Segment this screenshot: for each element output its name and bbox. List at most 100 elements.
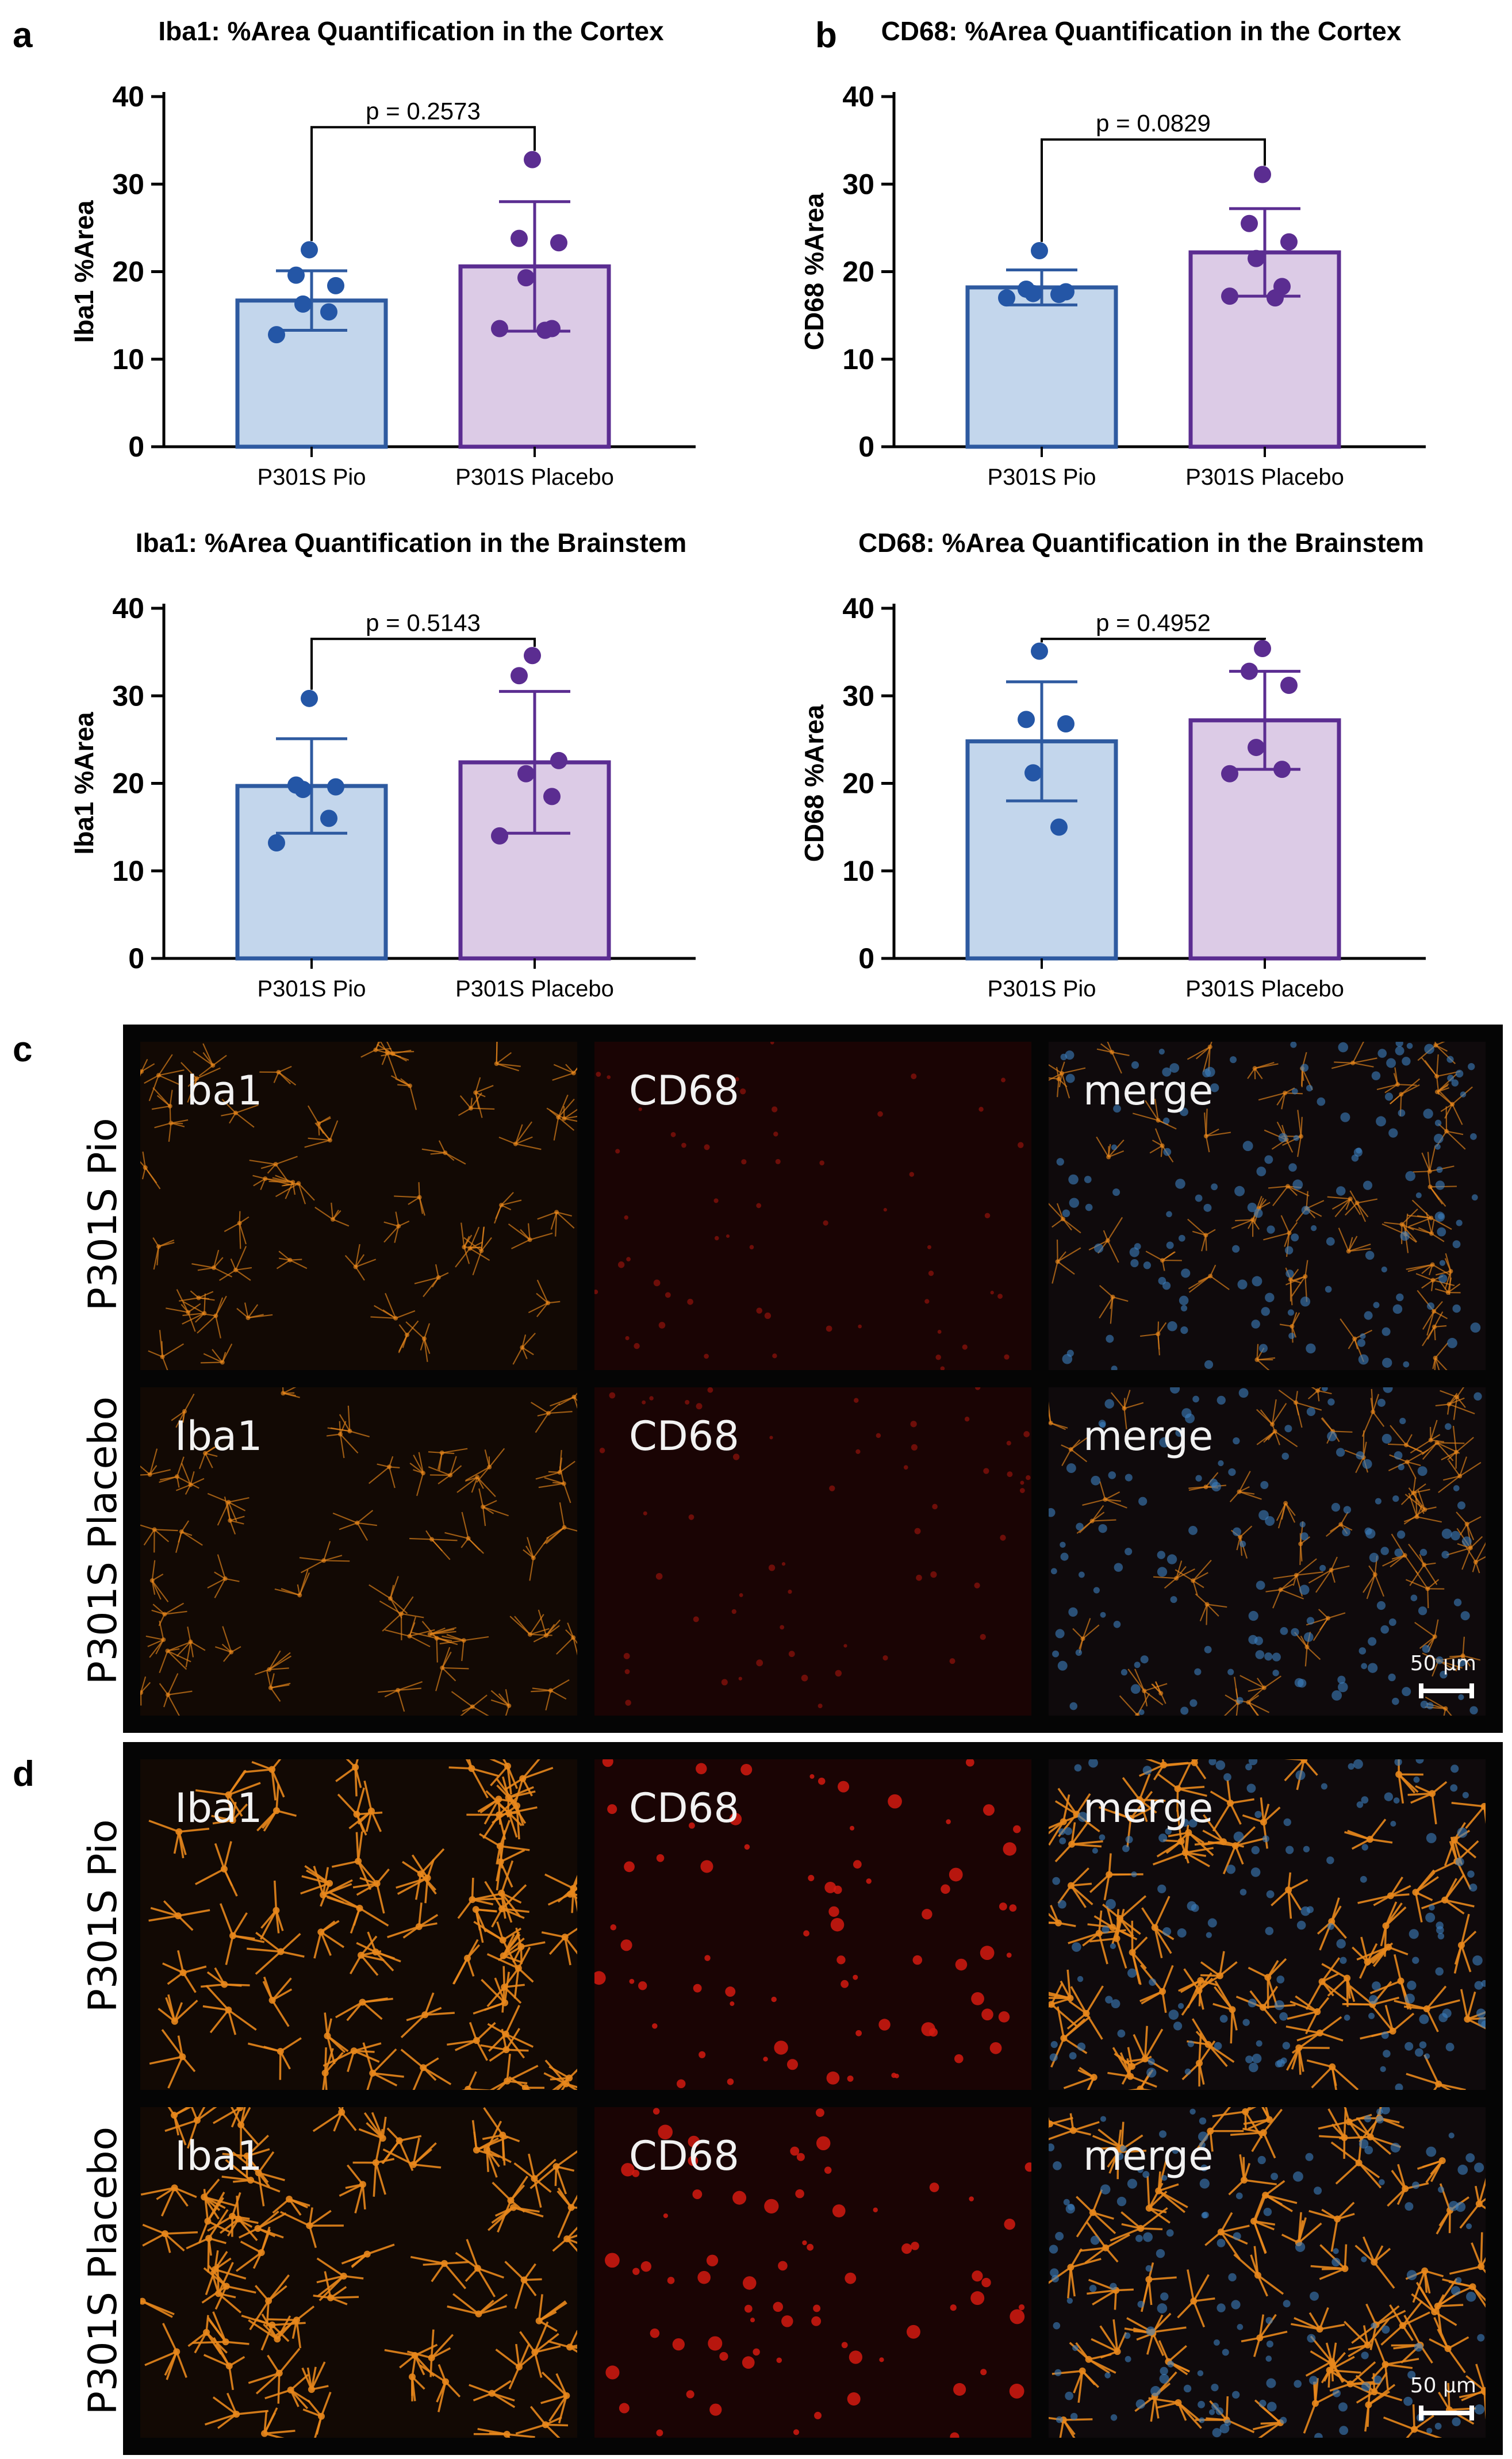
process-line (1365, 2303, 1377, 2326)
cell-mark (439, 1633, 489, 1662)
process-line (267, 2354, 281, 2374)
cell-mark (400, 1992, 455, 2038)
cell-body (1316, 2326, 1323, 2333)
process-line (1119, 1917, 1134, 1938)
cell-body (650, 2328, 660, 2338)
cell-mark (853, 1860, 862, 1869)
channel-label: CD68 (629, 1785, 739, 1832)
cell-body (1127, 1814, 1134, 1822)
cell-mark (1076, 1505, 1116, 1534)
process-line (155, 1639, 164, 1655)
process-line (386, 1052, 397, 1079)
cell-body (1195, 1987, 1203, 1994)
process-line (1398, 1774, 1419, 1793)
process-line (1049, 2266, 1072, 2284)
cell-mark (980, 1634, 986, 1640)
nucleus-dot (1256, 2040, 1262, 2047)
data-point (1221, 287, 1238, 305)
cell-body (653, 2108, 660, 2115)
cell-body (475, 1475, 480, 1480)
nucleus-dot (1481, 1980, 1486, 1987)
process-line (164, 1602, 185, 1615)
cell-mark (788, 1651, 795, 1658)
process-line (375, 1951, 401, 1963)
cell-body (161, 1637, 166, 1642)
process-line (1226, 1779, 1231, 1804)
data-point (998, 289, 1015, 307)
cell-mark (1063, 2066, 1097, 2090)
process-line (429, 1627, 456, 1635)
category-label: P301S Pio (987, 976, 1096, 1002)
process-line (150, 1906, 179, 1917)
cell-body (983, 1468, 989, 1474)
cell-mark (970, 2291, 985, 2305)
cell-body (1329, 2361, 1337, 2368)
process-line (164, 2119, 198, 2132)
cell-body (974, 1387, 981, 1390)
process-line (457, 1898, 473, 1919)
process-line (1425, 2160, 1444, 2184)
nucleus-dot (1114, 1563, 1123, 1572)
process-line (451, 1691, 473, 1708)
nucleus-dot (1436, 1166, 1443, 1173)
process-line (362, 2001, 383, 2020)
nucleus-dot (1466, 2223, 1472, 2230)
nucleus-dot (1068, 1607, 1078, 1617)
process-line (270, 1684, 290, 1689)
process-line (1443, 1475, 1460, 1481)
cell-body (853, 1860, 862, 1869)
cell-mark (151, 1087, 173, 1122)
nucleus-dot (1099, 1834, 1106, 1841)
process-line (1093, 1915, 1114, 1928)
nucleus-dot (1445, 2043, 1455, 2051)
cell-body (781, 2315, 793, 2327)
cell-mark (513, 2153, 557, 2208)
cell-body (338, 2108, 346, 2116)
process-line (366, 2122, 383, 2139)
cell-body (379, 2135, 386, 2142)
nucleus-dot (1049, 2245, 1058, 2254)
process-line (496, 1862, 502, 1891)
process-line (1297, 1136, 1302, 1157)
process-line (1429, 2338, 1449, 2350)
micrograph-c-pio-cd68: CD68 (594, 1042, 1031, 1370)
cell-mark (850, 1825, 855, 1831)
process-line (1390, 1885, 1411, 1897)
nucleus-dot (1260, 1481, 1269, 1490)
process-line (1444, 1258, 1452, 1272)
cell-mark (1079, 2222, 1130, 2264)
process-line (140, 1466, 151, 1475)
process-line (1291, 1312, 1300, 1327)
cell-body (340, 2272, 347, 2280)
cell-mark (256, 1783, 297, 1832)
process-line (243, 1768, 273, 1774)
process-line (1069, 2248, 1083, 2268)
data-point (294, 295, 312, 313)
cell-body (721, 1679, 728, 1686)
process-line (1139, 1798, 1157, 1814)
nucleus-dot (1179, 1295, 1189, 1306)
cell-mark (1310, 2342, 1344, 2384)
process-line (538, 2294, 543, 2321)
process-line (1306, 2059, 1333, 2068)
process-line (505, 2033, 534, 2048)
cell-body (1285, 1184, 1291, 1189)
cell-body (1381, 2361, 1389, 2368)
nucleus-dot (1364, 2115, 1372, 2123)
process-line (1112, 1052, 1130, 1056)
cell-body (411, 2351, 419, 2359)
nucleus-dot (1303, 1632, 1314, 1642)
cell-body (1427, 1184, 1433, 1190)
chart-cd68-brainstem: CD68: %Area Quantification in the Brains… (799, 528, 1426, 1002)
cell-mark (750, 2318, 755, 2323)
nucleus-dot (1265, 2356, 1272, 2362)
nucleus-dot (1382, 1357, 1392, 1368)
process-line (492, 1805, 518, 1824)
process-line (1110, 2227, 1141, 2242)
process-line (1407, 1226, 1432, 1234)
cell-mark (1432, 1342, 1449, 1370)
cell-mark (171, 1393, 195, 1428)
process-line (1359, 2117, 1380, 2143)
process-line (546, 1107, 565, 1119)
